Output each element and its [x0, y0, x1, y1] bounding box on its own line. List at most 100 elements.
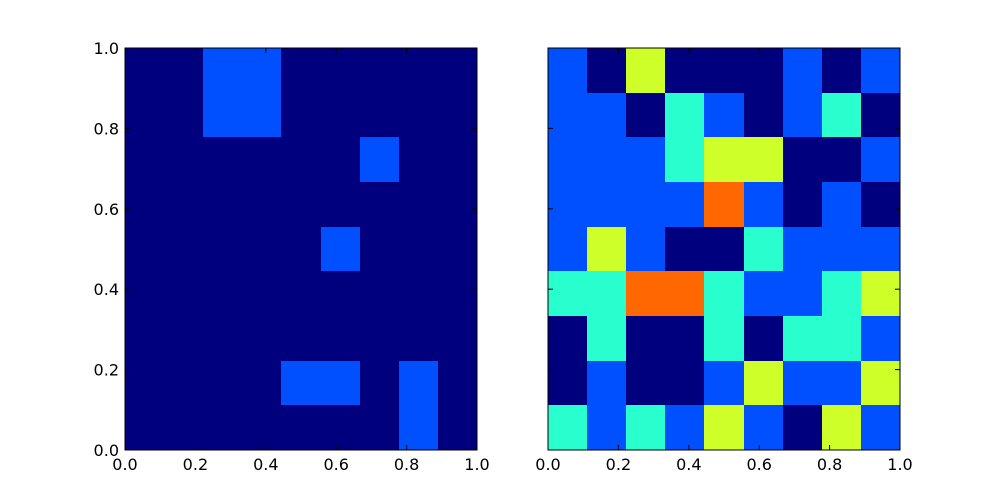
heatmap-cell: [587, 93, 626, 137]
heatmap-cell: [281, 271, 321, 316]
heatmap-cell: [548, 137, 587, 182]
heatmap-cell: [164, 227, 203, 271]
heatmap-cell: [438, 227, 477, 271]
heatmap-cell: [626, 182, 665, 227]
x-tick-label: 0.2: [183, 455, 208, 474]
heatmap-cell: [861, 271, 900, 316]
axes-frame: [124, 47, 478, 451]
heatmap-cell: [822, 361, 861, 405]
heatmap-cell: [704, 271, 744, 316]
heatmap-cell: [665, 93, 704, 137]
heatmap-cell: [438, 316, 477, 361]
heatmap-cell: [321, 405, 360, 450]
heatmap-cell: [704, 137, 744, 182]
axes-frame: [547, 47, 901, 451]
heatmap-cell: [665, 137, 704, 182]
heatmap-cell: [399, 227, 438, 271]
heatmap-cell: [203, 271, 242, 316]
heatmap-cell: [203, 227, 242, 271]
heatmap-cell: [822, 182, 861, 227]
heatmap-cell: [665, 271, 704, 316]
heatmap-cell: [164, 361, 203, 405]
heatmap-cell: [665, 182, 704, 227]
heatmap-cell: [360, 361, 399, 405]
heatmap-cell: [203, 316, 242, 361]
heatmap-cell: [399, 48, 438, 93]
heatmap-cell: [360, 227, 399, 271]
heatmap-cell: [164, 316, 203, 361]
heatmap-cell: [242, 93, 281, 137]
heatmap-cell: [360, 271, 399, 316]
heatmap-cell: [861, 48, 900, 93]
heatmap-cell: [125, 405, 164, 450]
heatmap-cell: [861, 182, 900, 227]
heatmap-cell: [164, 405, 203, 450]
heatmap-cell: [438, 405, 477, 450]
heatmap-cell: [783, 316, 822, 361]
heatmap-cell: [164, 271, 203, 316]
heatmap-cell: [281, 316, 321, 361]
heatmap-cell: [704, 93, 744, 137]
heatmap-cell: [744, 93, 783, 137]
heatmap-cell: [321, 137, 360, 182]
heatmap-cell: [164, 137, 203, 182]
heatmap-cell: [861, 93, 900, 137]
heatmap-cell: [321, 316, 360, 361]
heatmap-cell: [203, 137, 242, 182]
heatmap-cell: [783, 227, 822, 271]
heatmap-cell: [281, 48, 321, 93]
heatmap-cell: [399, 182, 438, 227]
heatmap-cell: [242, 316, 281, 361]
heatmap-cell: [744, 405, 783, 450]
heatmap-cell: [548, 405, 587, 450]
heatmap-cell: [203, 182, 242, 227]
heatmap-cell: [438, 137, 477, 182]
heatmap-cell: [321, 227, 360, 271]
heatmap-cell: [665, 48, 704, 93]
heatmap-cell: [321, 182, 360, 227]
heatmap-cell: [626, 361, 665, 405]
heatmap-cell: [744, 227, 783, 271]
x-tick-label: 0.8: [394, 455, 419, 474]
heatmap-cell: [125, 361, 164, 405]
heatmap-cell: [548, 93, 587, 137]
heatmap-cell: [242, 182, 281, 227]
heatmap-cell: [626, 227, 665, 271]
heatmap-cell: [665, 405, 704, 450]
heatmap-cell: [861, 227, 900, 271]
heatmap-cell: [704, 316, 744, 361]
heatmap-cell: [203, 48, 242, 93]
heatmap-cell: [626, 271, 665, 316]
right-heatmap-panel: 0.0 0.2 0.4 0.6 0.8 1.0: [535, 47, 913, 474]
heatmap-cell: [626, 137, 665, 182]
heatmap-cell: [587, 48, 626, 93]
heatmap-cell: [203, 361, 242, 405]
heatmap-cell: [587, 182, 626, 227]
heatmap-cell: [783, 48, 822, 93]
x-tick-label: 1.0: [887, 455, 912, 474]
left-heatmap-panel: 0.0 0.2 0.4 0.6 0.8 1.0 0.0 0.2 0.4 0.6 0.8 1.0: [94, 39, 490, 474]
heatmap-cell: [125, 93, 164, 137]
heatmap-cell: [360, 182, 399, 227]
heatmap-cell: [822, 227, 861, 271]
heatmap-cell: [164, 93, 203, 137]
heatmap-cell: [548, 227, 587, 271]
heatmap-cell: [360, 48, 399, 93]
heatmap-cell: [822, 48, 861, 93]
heatmap-cell: [587, 227, 626, 271]
heatmap-cell: [242, 137, 281, 182]
heatmap-cell: [438, 182, 477, 227]
heatmap-cell: [164, 48, 203, 93]
heatmap-cell: [861, 137, 900, 182]
heatmap-cell: [321, 361, 360, 405]
heatmap-cell: [861, 316, 900, 361]
y-tick-label: 0.6: [94, 200, 119, 219]
heatmap-cell: [321, 93, 360, 137]
x-tick-label: 1.0: [464, 455, 489, 474]
heatmap-cell: [587, 405, 626, 450]
heatmap-cell: [744, 182, 783, 227]
y-tick-label: 0.2: [94, 361, 119, 380]
heatmap-cell: [360, 405, 399, 450]
heatmap-cell: [321, 271, 360, 316]
heatmap-cell: [125, 182, 164, 227]
